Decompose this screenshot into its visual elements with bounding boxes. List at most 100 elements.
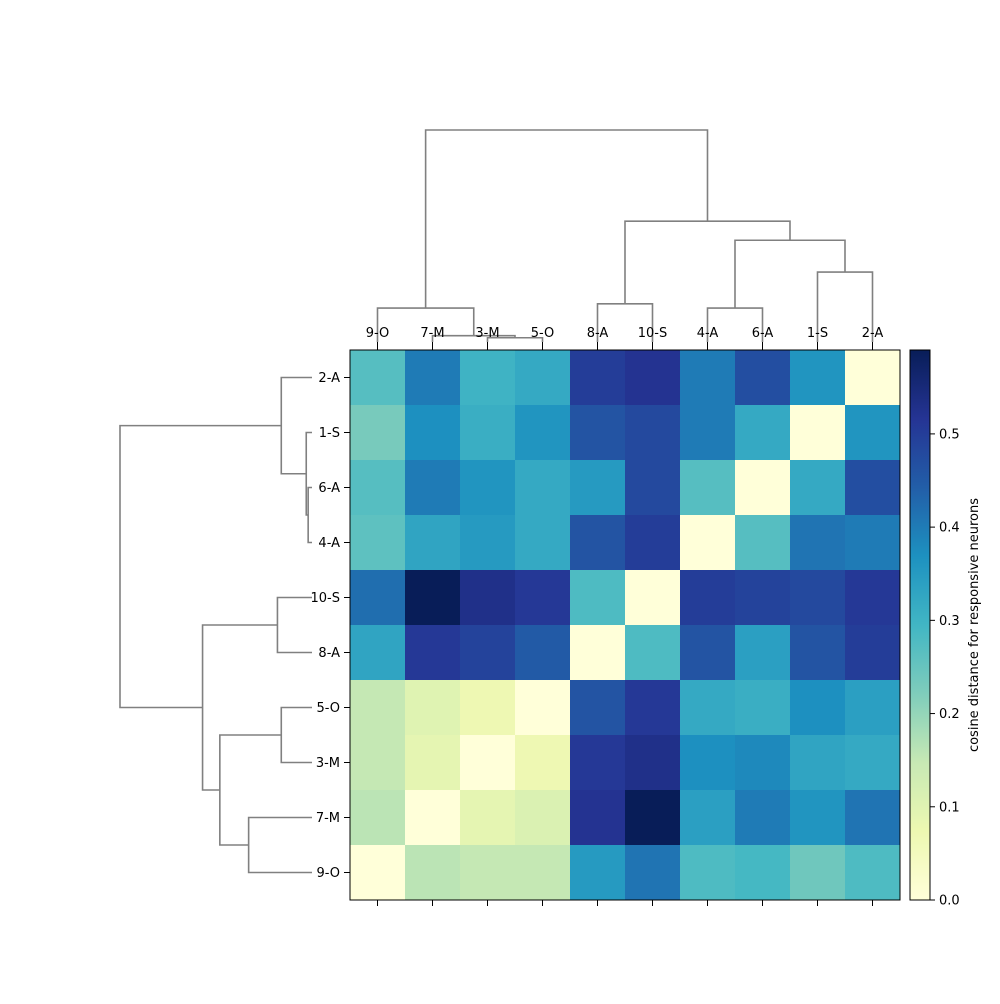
heatmap-cell [350, 790, 406, 846]
heatmap-cell [460, 350, 516, 406]
heatmap-cell [680, 845, 736, 901]
dendrogram-link [734, 239, 846, 309]
heatmap-cell [460, 625, 516, 681]
heatmap-cell [845, 625, 901, 681]
heatmap-cell [570, 570, 626, 626]
colorbar-gradient [909, 349, 931, 901]
heatmap-cell [735, 680, 791, 736]
heatmap-cell [460, 570, 516, 626]
heatmap-cell [735, 460, 791, 516]
heatmap-cell [845, 735, 901, 791]
heatmap-cell [570, 460, 626, 516]
heatmap-cell [625, 790, 681, 846]
heatmap-cell [790, 625, 846, 681]
row-label: 8-A [318, 646, 340, 661]
heatmap-cell [845, 570, 901, 626]
heatmap-cell [350, 680, 406, 736]
colorbar-tick-label: 0.5 [939, 427, 960, 442]
colorbar-ticks: 0.0 0.1 0.2 0.3 0.4 0.5 [930, 427, 960, 909]
heatmap-cell [405, 625, 461, 681]
heatmap-cell [735, 735, 791, 791]
heatmap-cell [460, 405, 516, 461]
heatmap-cell [570, 790, 626, 846]
heatmap-cell [460, 515, 516, 571]
heatmap-cell [350, 515, 406, 571]
heatmap-cell [515, 405, 571, 461]
heatmap-cell [570, 735, 626, 791]
heatmap-cell [515, 680, 571, 736]
dendrogram-link [201, 624, 278, 791]
heatmap-frame [349, 349, 901, 901]
heatmap-cell [680, 405, 736, 461]
heatmap-cell [735, 790, 791, 846]
heatmap-cell [405, 680, 461, 736]
heatmap-cell [845, 405, 901, 461]
heatmap-cell [625, 735, 681, 791]
dendrogram-link [247, 816, 312, 874]
colorbar-tick-label: 0.1 [939, 800, 960, 815]
row-label: 2-A [318, 371, 340, 386]
heatmap-cell [515, 570, 571, 626]
heatmap-cell [845, 845, 901, 901]
row-label: 6-A [318, 481, 340, 496]
heatmap-cell [680, 515, 736, 571]
dendrogram-link [307, 486, 312, 544]
column-labels: 9-O 7-M 3-M 5-O 8-A 10-S 4-A 6-A 1-S 2-A [366, 326, 883, 906]
heatmap-cell [680, 680, 736, 736]
heatmap-cell [350, 350, 406, 406]
heatmap-cell [735, 625, 791, 681]
heatmap-cell [515, 625, 571, 681]
heatmap-cell [845, 680, 901, 736]
heatmap-cell [460, 845, 516, 901]
heatmap-cell [790, 570, 846, 626]
column-label: 5-O [531, 326, 555, 341]
heatmap-cell [515, 515, 571, 571]
colorbar-label: cosine distance for responsive neurons [967, 498, 982, 752]
row-labels: 2-A 1-S 6-A 4-A 10-S 8-A 5-O 3-M 7-M 9-O [311, 371, 350, 881]
heatmap-cell [570, 625, 626, 681]
dendrogram-link [280, 376, 312, 475]
heatmap-cell [735, 350, 791, 406]
column-label: 9-O [366, 326, 390, 341]
heatmap-cell [625, 515, 681, 571]
heatmap-cell [405, 460, 461, 516]
heatmap-cell [790, 405, 846, 461]
heatmap-cell [790, 460, 846, 516]
row-label: 1-S [319, 426, 340, 441]
heatmap-cell [625, 460, 681, 516]
heatmap-cell [570, 350, 626, 406]
heatmap-cell [790, 735, 846, 791]
heatmap-cell [790, 845, 846, 901]
column-label: 4-A [697, 326, 719, 341]
column-label: 7-M [420, 326, 444, 341]
heatmap-cell [845, 790, 901, 846]
heatmap-cell [515, 460, 571, 516]
heatmap-cell [790, 515, 846, 571]
heatmap-cell [350, 570, 406, 626]
row-dendrogram [119, 376, 312, 874]
colorbar-tick-label: 0.4 [939, 521, 960, 536]
heatmap-cell [680, 625, 736, 681]
heatmap-cell [680, 570, 736, 626]
heatmap-cells [350, 350, 901, 901]
column-label: 6-A [752, 326, 774, 341]
column-label: 8-A [587, 326, 609, 341]
row-label: 5-O [316, 701, 340, 716]
heatmap-cell [350, 405, 406, 461]
heatmap-cell [405, 405, 461, 461]
heatmap-cell [790, 790, 846, 846]
heatmap-cell [625, 845, 681, 901]
heatmap-cell [405, 845, 461, 901]
heatmap-cell [625, 350, 681, 406]
heatmap-cell [515, 845, 571, 901]
dendrogram-link [305, 431, 312, 516]
heatmap-cell [680, 790, 736, 846]
dendrogram-link [276, 596, 312, 654]
heatmap-cell [570, 680, 626, 736]
heatmap-cell [680, 460, 736, 516]
heatmap-cell [625, 625, 681, 681]
heatmap-cell [625, 680, 681, 736]
heatmap-cell [460, 790, 516, 846]
heatmap-cell [680, 350, 736, 406]
